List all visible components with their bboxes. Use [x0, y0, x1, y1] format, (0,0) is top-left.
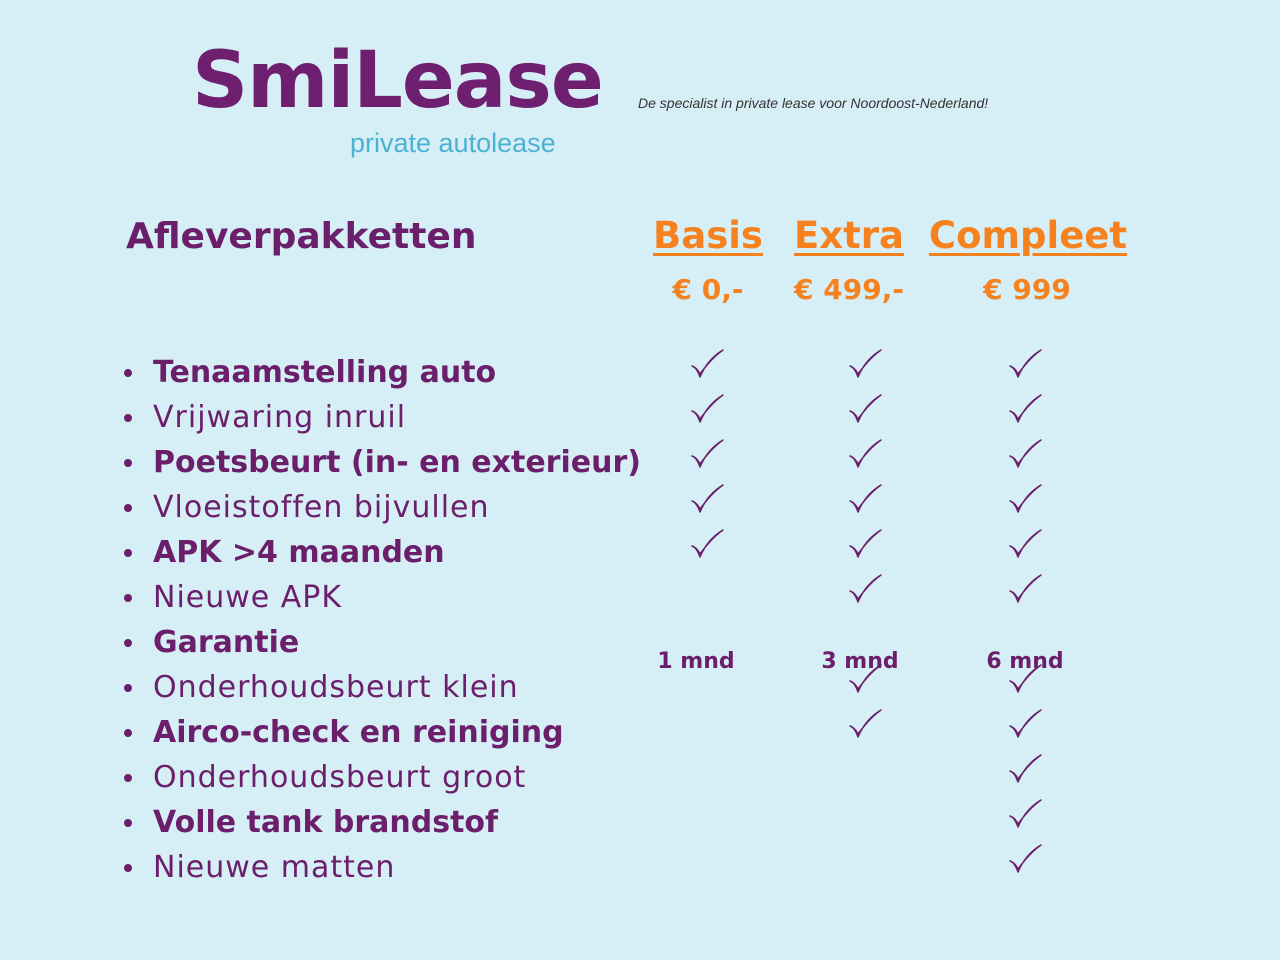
check-icon — [847, 437, 883, 473]
check-icon — [847, 392, 883, 428]
feature-label: Nieuwe matten — [153, 850, 396, 885]
bullet-icon — [124, 504, 132, 512]
bullet-icon — [124, 369, 132, 377]
check-icon — [1007, 662, 1043, 698]
feature-row: Garantie 1 mnd 3 mnd 6 mnd — [120, 625, 1220, 674]
feature-label: Garantie — [153, 625, 300, 660]
feature-label: Airco-check en reiniging — [153, 715, 564, 750]
check-icon — [1007, 572, 1043, 608]
check-icon — [847, 347, 883, 383]
check-icon — [847, 572, 883, 608]
feature-row: Onderhoudsbeurt groot — [120, 754, 1220, 807]
feature-row: Airco-check en reiniging — [120, 709, 1220, 762]
check-icon — [689, 437, 725, 473]
bullet-icon — [124, 819, 132, 827]
feature-value: 6 mnd — [986, 649, 1064, 674]
check-icon — [689, 482, 725, 518]
check-icon — [1007, 527, 1043, 563]
feature-label: APK >4 maanden — [153, 535, 445, 570]
package-name-basis: Basis — [653, 214, 763, 257]
feature-label: Vloeistoffen bijvullen — [153, 490, 490, 525]
feature-value: 3 mnd — [821, 649, 899, 674]
check-icon — [847, 707, 883, 743]
bullet-icon — [124, 729, 132, 737]
feature-row: APK >4 maanden — [120, 529, 1220, 582]
check-icon — [689, 347, 725, 383]
feature-row: Vrijwaring inruil — [120, 394, 1220, 447]
check-icon — [1007, 707, 1043, 743]
check-icon — [847, 527, 883, 563]
feature-row: Vloeistoffen bijvullen — [120, 484, 1220, 537]
feature-row: Nieuwe APK — [120, 574, 1220, 627]
check-icon — [1007, 437, 1043, 473]
feature-label: Tenaamstelling auto — [153, 355, 497, 390]
bullet-icon — [124, 864, 132, 872]
check-icon — [847, 482, 883, 518]
check-icon — [1007, 752, 1043, 788]
bullet-icon — [124, 414, 132, 422]
bullet-icon — [124, 594, 132, 602]
logo-text: SmiLease — [192, 36, 604, 126]
check-icon — [689, 527, 725, 563]
check-icon — [689, 392, 725, 428]
check-icon — [1007, 392, 1043, 428]
package-name-compleet: Compleet — [928, 214, 1128, 257]
check-icon — [847, 662, 883, 698]
feature-label: Nieuwe APK — [153, 580, 343, 615]
bullet-icon — [124, 549, 132, 557]
feature-label: Vrijwaring inruil — [153, 400, 407, 435]
feature-row: Onderhoudsbeurt klein — [120, 664, 1220, 717]
feature-row: Volle tank brandstof — [120, 799, 1220, 852]
bullet-icon — [124, 774, 132, 782]
feature-label: Poetsbeurt (in- en exterieur) — [153, 445, 641, 480]
bullet-icon — [124, 684, 132, 692]
check-icon — [1007, 347, 1043, 383]
check-icon — [1007, 842, 1043, 878]
check-icon — [1007, 482, 1043, 518]
feature-row: Poetsbeurt (in- en exterieur) — [120, 439, 1220, 492]
bullet-icon — [124, 639, 132, 647]
section-title: Afleverpakketten — [126, 216, 477, 257]
feature-label: Onderhoudsbeurt groot — [153, 760, 527, 795]
package-name-extra: Extra — [793, 214, 905, 257]
feature-row: Nieuwe matten — [120, 844, 1220, 897]
package-price: € 0,- — [672, 273, 744, 306]
feature-value: 1 mnd — [657, 649, 735, 674]
feature-label: Onderhoudsbeurt klein — [153, 670, 519, 705]
smilease-logo: SmiLease private autolease — [190, 36, 604, 166]
check-icon — [1007, 797, 1043, 833]
feature-label: Volle tank brandstof — [153, 805, 499, 840]
tagline: De specialist in private lease voor Noor… — [638, 95, 989, 111]
feature-row: Tenaamstelling auto — [120, 349, 1220, 402]
package-price: € 999 — [983, 273, 1071, 306]
logo-subtitle: private autolease — [350, 128, 556, 158]
bullet-icon — [124, 459, 132, 467]
package-price: € 499,- — [794, 273, 904, 306]
